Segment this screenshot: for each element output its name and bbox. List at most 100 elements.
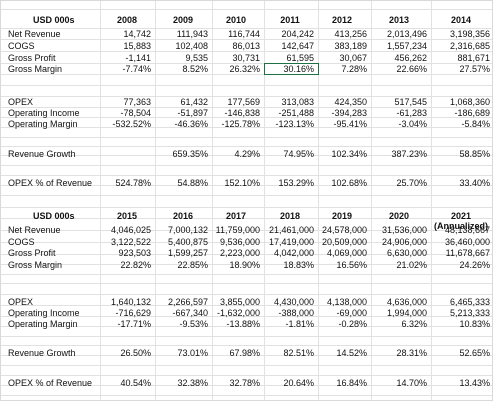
table-title[interactable]: USD 000s bbox=[33, 15, 75, 25]
year-header[interactable]: 2020 bbox=[388, 211, 410, 221]
data-cell[interactable]: 152.10% bbox=[224, 178, 260, 188]
data-cell[interactable]: 4,042,000 bbox=[273, 248, 314, 258]
data-cell[interactable]: 58.85% bbox=[459, 149, 490, 159]
data-cell[interactable]: 10.83% bbox=[459, 319, 490, 329]
data-cell[interactable]: 13.43% bbox=[459, 378, 490, 388]
data-cell[interactable]: 86,013 bbox=[232, 41, 260, 51]
data-cell[interactable]: 30,731 bbox=[232, 53, 260, 63]
row-label[interactable]: Revenue Growth bbox=[8, 149, 76, 159]
data-cell[interactable]: -1,141 bbox=[125, 53, 151, 63]
data-cell[interactable]: 32.38% bbox=[177, 378, 208, 388]
row-label[interactable]: OPEX bbox=[8, 297, 34, 307]
data-cell[interactable]: 77,363 bbox=[123, 97, 151, 107]
data-cell[interactable]: 22.85% bbox=[177, 260, 208, 270]
data-cell[interactable]: -9.53% bbox=[179, 319, 208, 329]
data-cell[interactable]: 36,460,000 bbox=[444, 237, 490, 247]
table-title[interactable]: USD 000s bbox=[33, 211, 75, 221]
year-header[interactable]: 2013 bbox=[388, 15, 410, 25]
year-header[interactable]: 2018 bbox=[279, 211, 301, 221]
data-cell[interactable]: 54.88% bbox=[177, 178, 208, 188]
year-header[interactable]: 2015 bbox=[116, 211, 138, 221]
row-label[interactable]: Operating Income bbox=[8, 108, 80, 118]
year-header[interactable]: 2012 bbox=[331, 15, 353, 25]
data-cell[interactable]: 30,067 bbox=[339, 53, 367, 63]
data-cell[interactable]: -388,000 bbox=[278, 308, 314, 318]
data-cell[interactable]: 4,069,000 bbox=[326, 248, 367, 258]
data-cell[interactable]: 102.68% bbox=[331, 178, 367, 188]
data-cell[interactable]: -7.74% bbox=[122, 64, 151, 74]
data-cell[interactable]: 6,465,333 bbox=[449, 297, 490, 307]
data-cell[interactable]: 30.16% bbox=[283, 64, 314, 74]
data-cell[interactable]: 32.78% bbox=[229, 378, 260, 388]
data-cell[interactable]: -0.28% bbox=[338, 319, 367, 329]
data-cell[interactable]: 2,013,496 bbox=[386, 29, 427, 39]
data-cell[interactable]: -69,000 bbox=[336, 308, 367, 318]
data-cell[interactable]: 73.01% bbox=[177, 348, 208, 358]
data-cell[interactable]: 18.90% bbox=[229, 260, 260, 270]
data-cell[interactable]: 4,430,000 bbox=[273, 297, 314, 307]
data-cell[interactable]: 61,595 bbox=[286, 53, 314, 63]
data-cell[interactable]: -51,897 bbox=[177, 108, 208, 118]
data-cell[interactable]: 142,647 bbox=[281, 41, 314, 51]
data-cell[interactable]: -3.04% bbox=[398, 119, 427, 129]
data-cell[interactable]: 61,432 bbox=[180, 97, 208, 107]
data-cell[interactable]: 26.32% bbox=[229, 64, 260, 74]
row-label[interactable]: Gross Margin bbox=[8, 260, 63, 270]
data-cell[interactable]: -251,488 bbox=[278, 108, 314, 118]
data-cell[interactable]: 1,599,257 bbox=[167, 248, 208, 258]
data-cell[interactable]: 6.32% bbox=[401, 319, 427, 329]
data-cell[interactable]: 11,678,667 bbox=[445, 248, 490, 258]
data-cell[interactable]: 413,256 bbox=[334, 29, 367, 39]
data-cell[interactable]: 153.29% bbox=[278, 178, 314, 188]
data-cell[interactable]: -186,689 bbox=[454, 108, 490, 118]
data-cell[interactable]: 1,557,234 bbox=[386, 41, 427, 51]
data-cell[interactable]: 204,242 bbox=[281, 29, 314, 39]
year-header[interactable]: 2016 bbox=[172, 211, 194, 221]
data-cell[interactable]: 52.65% bbox=[459, 348, 490, 358]
data-cell[interactable]: 16.84% bbox=[336, 378, 367, 388]
data-cell[interactable]: 177,569 bbox=[227, 97, 260, 107]
data-cell[interactable]: 24.26% bbox=[459, 260, 490, 270]
data-cell[interactable]: 82.51% bbox=[283, 348, 314, 358]
row-label[interactable]: Net Revenue bbox=[8, 225, 61, 235]
data-cell[interactable]: -1.81% bbox=[285, 319, 314, 329]
data-cell[interactable]: 524.78% bbox=[115, 178, 151, 188]
data-cell[interactable]: -17.71% bbox=[117, 319, 151, 329]
data-cell[interactable]: 923,503 bbox=[118, 248, 151, 258]
data-cell[interactable]: -95.41% bbox=[333, 119, 367, 129]
data-cell[interactable]: 25.70% bbox=[396, 178, 427, 188]
row-label[interactable]: COGS bbox=[8, 237, 35, 247]
data-cell[interactable]: 4,636,000 bbox=[386, 297, 427, 307]
data-cell[interactable]: 456,262 bbox=[394, 53, 427, 63]
row-label[interactable]: Operating Income bbox=[8, 308, 80, 318]
year-header[interactable]: 2014 bbox=[450, 15, 472, 25]
row-label[interactable]: Gross Margin bbox=[8, 64, 63, 74]
data-cell[interactable]: 14.70% bbox=[396, 378, 427, 388]
data-cell[interactable]: 2,266,597 bbox=[167, 297, 208, 307]
data-cell[interactable]: 2,316,685 bbox=[449, 41, 490, 51]
data-cell[interactable]: 5,400,875 bbox=[167, 237, 208, 247]
data-cell[interactable]: 8.52% bbox=[182, 64, 208, 74]
data-cell[interactable]: 14.52% bbox=[336, 348, 367, 358]
data-cell[interactable]: 383,189 bbox=[334, 41, 367, 51]
data-cell[interactable]: 26.50% bbox=[120, 348, 151, 358]
data-cell[interactable]: 33.40% bbox=[459, 178, 490, 188]
row-label[interactable]: Operating Margin bbox=[8, 319, 78, 329]
data-cell[interactable]: 424,350 bbox=[334, 97, 367, 107]
data-cell[interactable]: -532.52% bbox=[112, 119, 151, 129]
data-cell[interactable]: 22.66% bbox=[396, 64, 427, 74]
annualized-note[interactable]: (Annualized) bbox=[434, 221, 488, 231]
data-cell[interactable]: -78,504 bbox=[120, 108, 151, 118]
data-cell[interactable]: 27.57% bbox=[459, 64, 490, 74]
data-cell[interactable]: 31,536,000 bbox=[381, 225, 427, 235]
data-cell[interactable]: 387.23% bbox=[391, 149, 427, 159]
data-cell[interactable]: 7.28% bbox=[341, 64, 367, 74]
data-cell[interactable]: -146,838 bbox=[224, 108, 260, 118]
data-cell[interactable]: 24,578,000 bbox=[321, 225, 367, 235]
data-cell[interactable]: 4,046,025 bbox=[110, 225, 151, 235]
data-cell[interactable]: 74.95% bbox=[283, 149, 314, 159]
year-header[interactable]: 2011 bbox=[280, 15, 300, 25]
data-cell[interactable]: 9,536,000 bbox=[219, 237, 260, 247]
data-cell[interactable]: 18.83% bbox=[283, 260, 314, 270]
data-cell[interactable]: 48,138,667 bbox=[444, 225, 490, 235]
